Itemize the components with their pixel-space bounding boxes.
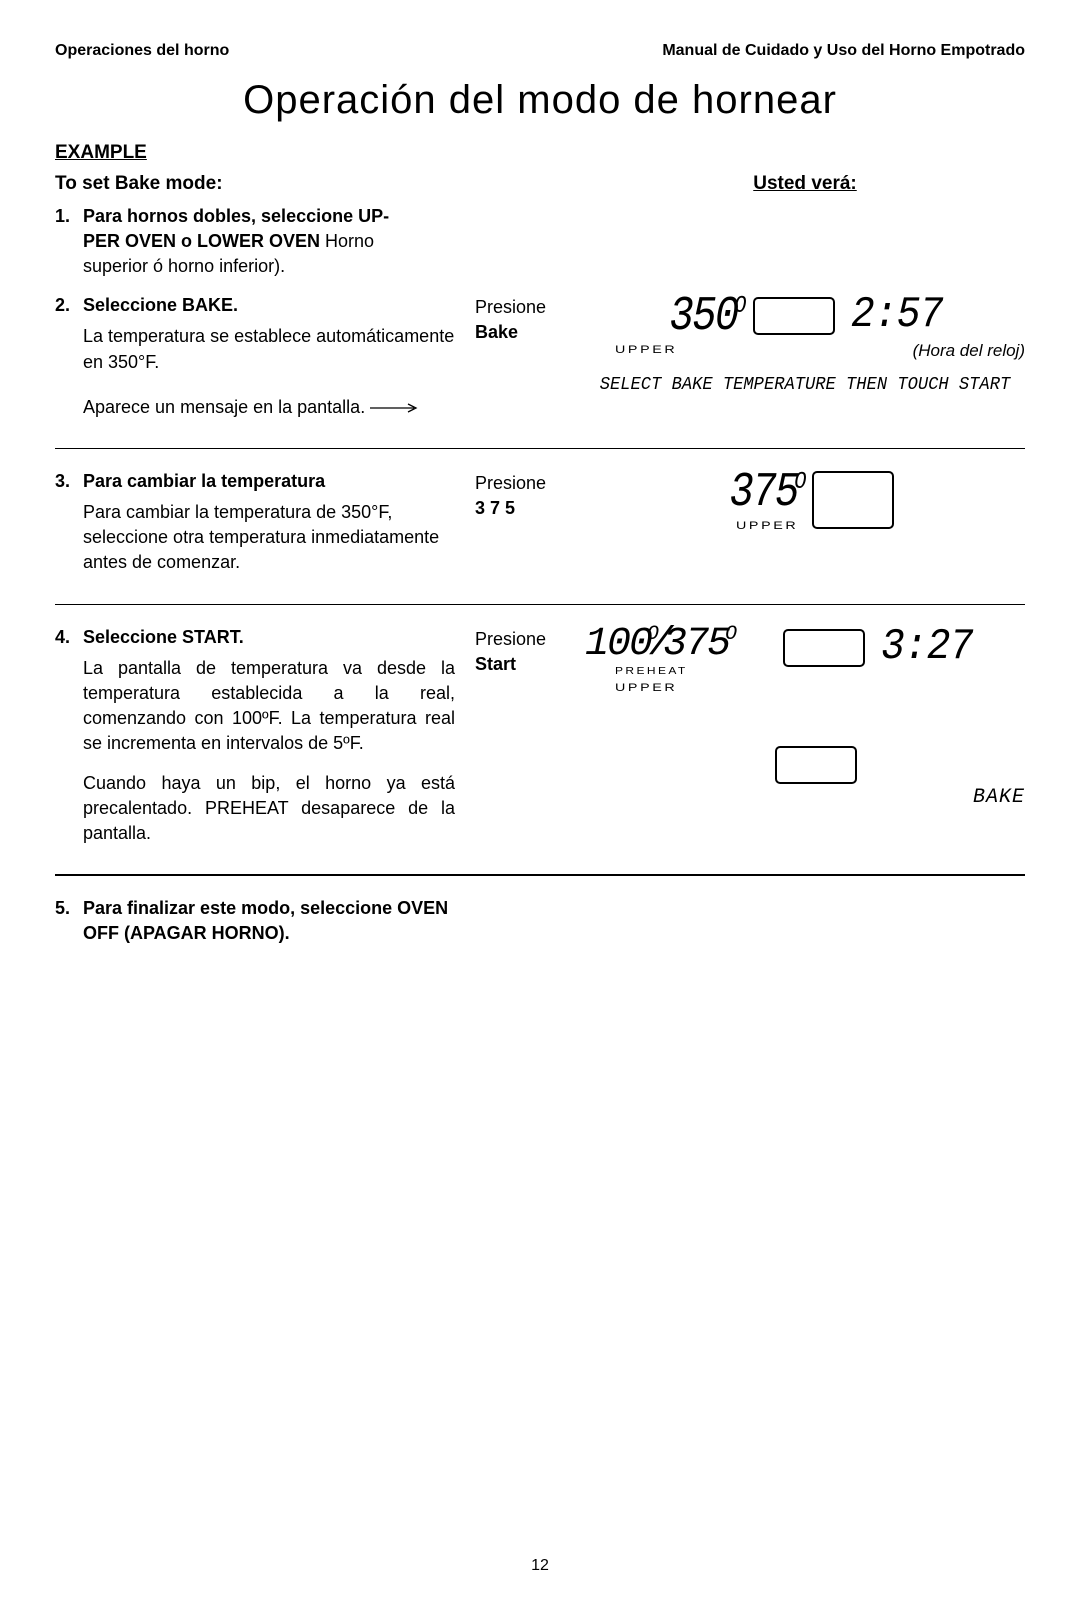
d4-time: 3:27 [881,625,1011,669]
d4-bake: BAKE [865,784,1025,812]
step3-text: Para cambiar la temperatura de 350°F, se… [83,500,455,576]
divider [55,874,1025,876]
d2-temp-val: 350 [669,290,737,344]
header-left: Operaciones del horno [55,40,229,62]
step4-text1: La pantalla de temperatura va desde la t… [83,656,455,757]
step5-bold: Para finalizar este modo, seleccione OVE… [83,896,455,946]
step4-text2: Cuando haya un bip, el horno ya está pre… [83,771,455,847]
d3-deg: O [794,469,805,496]
d4-temp-left: 100O [585,622,657,667]
example-label: EXAMPLE [55,140,1025,167]
d2-lcd-msg: SELECT BAKE TEMPERATURE THEN TOUCH START [596,373,1014,398]
d4-deg2: O [725,623,735,646]
page-number: 12 [55,1555,1025,1577]
step1-num: 1. [55,204,83,280]
d4-upper: UPPER [615,681,677,696]
divider [55,604,1025,605]
clock-rect-icon [775,746,857,784]
step3-press1: Presione [475,471,565,496]
you-will-see: Usted verá: [585,171,1025,198]
d3-temp-val: 375 [729,466,797,520]
step4-press2: Start [475,652,565,677]
step1-bold2: PER OVEN o LOWER OVEN [83,231,320,251]
header-right: Manual de Cuidado y Uso del Horno Empotr… [662,40,1025,62]
step4-press1: Presione [475,627,565,652]
d2-deg: O [734,293,745,320]
d3-temp: 375O [729,469,805,517]
step2-press1: Presione [475,295,565,320]
display2-temp: 350O [669,293,745,341]
d2-clock-note: (Hora del reloj) [851,339,1025,363]
d4-temp-right-val: 375 [663,622,729,667]
d2-time: 2:57 [851,293,1008,337]
clock-rect-icon [753,297,835,335]
page-title: Operación del modo de hornear [55,72,1025,128]
subheading: To set Bake mode: [55,171,455,198]
step3-press2: 3 7 5 [475,496,565,521]
step1-tail: Horno [320,231,374,251]
step3-bold: Para cambiar la temperatura [83,469,455,494]
step2-press2: Bake [475,320,565,345]
d2-upper: UPPER [615,343,677,358]
d4-preheat: PREHEAT [615,665,688,679]
clock-rect-icon [783,629,865,667]
step2-bold: Seleccione BAKE. [83,293,455,318]
step3-num: 3. [55,469,83,576]
step1-bold1: Para hornos dobles, seleccione UP- [83,206,389,226]
step2-num: 2. [55,293,83,420]
divider [55,448,1025,449]
clock-rect-icon [812,471,894,529]
d3-upper: UPPER [736,519,798,534]
arrow-icon [370,403,420,413]
step5-num: 5. [55,896,83,946]
step2-text: La temperatura se establece automáticame… [83,324,455,374]
d4-temp-left-val: 100 [585,622,651,667]
step2-msg: Aparece un mensaje en la pantalla. [83,397,365,417]
d4-temp-right: 375O [663,622,735,667]
step1-cont: superior ó horno inferior). [83,256,285,276]
step4-num: 4. [55,625,83,847]
step4-bold: Seleccione START. [83,625,455,650]
